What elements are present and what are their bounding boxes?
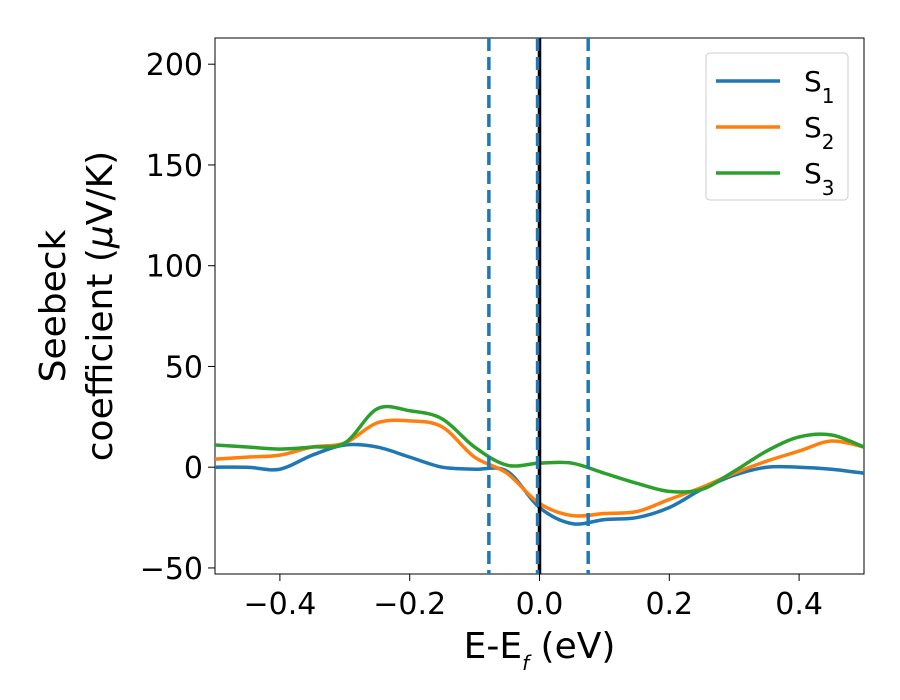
- legend-label-s3: S3: [804, 157, 835, 200]
- x-tick-label: −0.2: [373, 587, 446, 622]
- x-tick-label: 0.0: [516, 587, 564, 622]
- y-tick-label: −50: [140, 552, 203, 587]
- y-tick-label: 50: [165, 350, 203, 385]
- vertical-marker-lines: [487, 38, 590, 574]
- x-axis-title-main: E-E: [464, 626, 522, 667]
- y-tick-label: 200: [146, 48, 203, 83]
- x-tick-label: 0.4: [775, 587, 823, 622]
- legend-label-s1: S1: [804, 65, 835, 108]
- y-tick-label: 150: [146, 149, 203, 184]
- x-tick-label: −0.4: [243, 587, 316, 622]
- x-tick-label: 0.2: [645, 587, 693, 622]
- y-tick-label: 100: [146, 250, 203, 285]
- x-axis-ticks: −0.4 −0.2 0.0 0.2 0.4: [243, 574, 823, 622]
- y-axis-title: Seebeck coefficient (μV/K): [33, 151, 121, 461]
- y-tick-label: 0: [184, 451, 203, 486]
- x-axis-title: E-Ef (eV): [464, 626, 616, 675]
- plot-area: [214, 37, 865, 575]
- x-axis-title-subscript: f: [522, 651, 532, 675]
- legend-label-s2: S2: [804, 111, 835, 154]
- y-axis-title-line1: Seebeck: [33, 229, 74, 382]
- x-axis-title-unit: (eV): [529, 626, 615, 667]
- y-axis-title-line2: coefficient (μV/K): [80, 151, 121, 461]
- y-axis-ticks: −50 0 50 100 150 200: [140, 48, 215, 587]
